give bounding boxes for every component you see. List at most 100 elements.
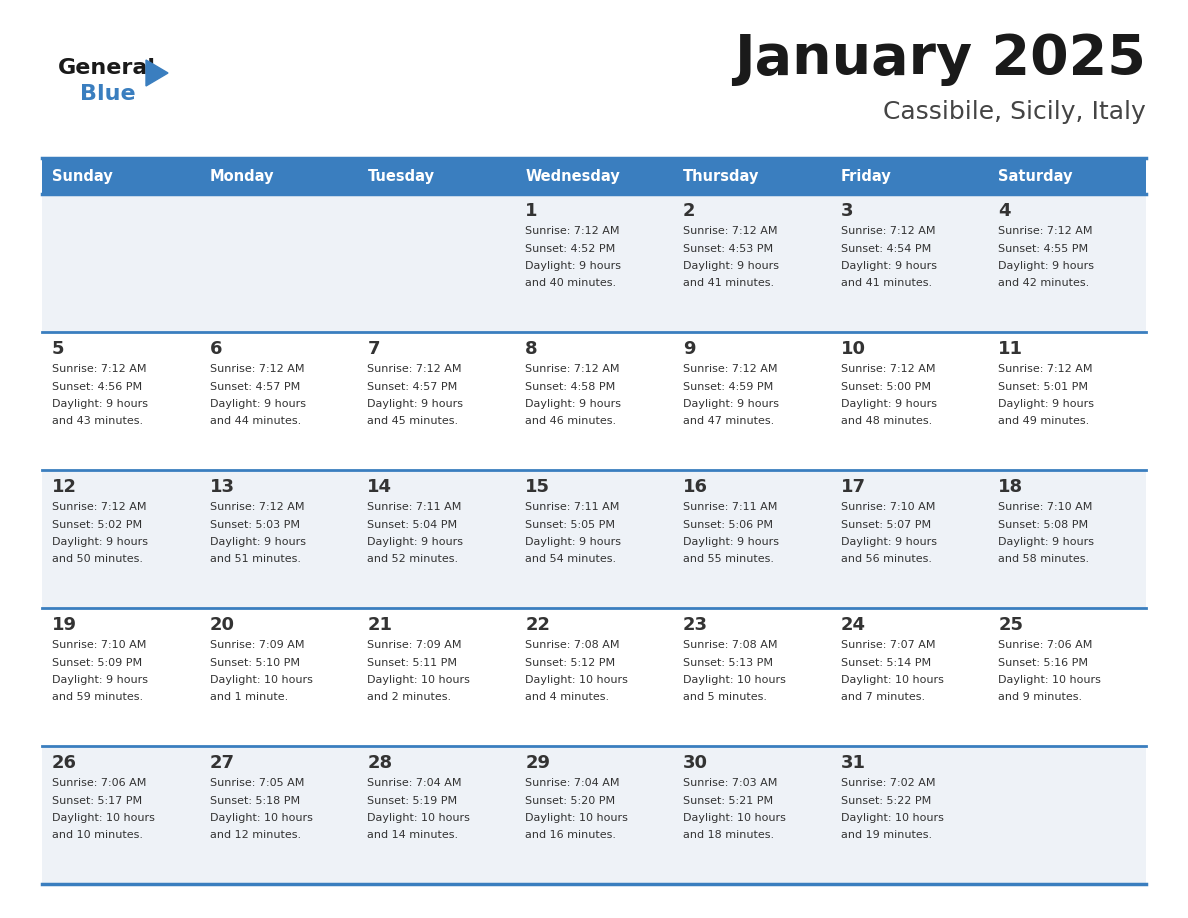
Bar: [830, 194, 988, 332]
Text: and 41 minutes.: and 41 minutes.: [683, 278, 775, 288]
Text: Daylight: 9 hours: Daylight: 9 hours: [683, 537, 779, 547]
Text: Sunrise: 7:12 AM: Sunrise: 7:12 AM: [998, 226, 1093, 236]
Text: Daylight: 9 hours: Daylight: 9 hours: [525, 399, 621, 409]
Bar: [516, 158, 672, 194]
Text: 5: 5: [52, 340, 64, 358]
Bar: [672, 746, 830, 884]
Text: 1: 1: [525, 202, 538, 220]
Text: Sunset: 5:21 PM: Sunset: 5:21 PM: [683, 796, 773, 805]
Text: Tuesday: Tuesday: [367, 169, 435, 184]
Text: 26: 26: [52, 754, 77, 772]
Text: and 18 minutes.: and 18 minutes.: [683, 831, 775, 841]
Text: Daylight: 9 hours: Daylight: 9 hours: [52, 537, 148, 547]
Bar: [200, 194, 358, 332]
Text: Sunset: 5:20 PM: Sunset: 5:20 PM: [525, 796, 615, 805]
Text: 28: 28: [367, 754, 392, 772]
Text: Sunrise: 7:12 AM: Sunrise: 7:12 AM: [683, 226, 777, 236]
Text: Daylight: 9 hours: Daylight: 9 hours: [52, 675, 148, 685]
Text: Wednesday: Wednesday: [525, 169, 620, 184]
Bar: [830, 332, 988, 470]
Text: 27: 27: [210, 754, 235, 772]
Bar: [200, 746, 358, 884]
Bar: [42, 332, 200, 470]
Text: and 58 minutes.: and 58 minutes.: [998, 554, 1089, 565]
Text: Daylight: 9 hours: Daylight: 9 hours: [367, 399, 463, 409]
Text: Blue: Blue: [80, 84, 135, 104]
Text: Sunrise: 7:12 AM: Sunrise: 7:12 AM: [841, 364, 935, 374]
Text: Sunset: 5:16 PM: Sunset: 5:16 PM: [998, 657, 1088, 667]
Text: Sunday: Sunday: [52, 169, 113, 184]
Text: and 52 minutes.: and 52 minutes.: [367, 554, 459, 565]
Text: Cassibile, Sicily, Italy: Cassibile, Sicily, Italy: [883, 100, 1146, 124]
Text: Sunset: 4:59 PM: Sunset: 4:59 PM: [683, 382, 773, 391]
Text: and 1 minute.: and 1 minute.: [210, 692, 287, 702]
Text: Sunset: 5:09 PM: Sunset: 5:09 PM: [52, 657, 143, 667]
Text: and 49 minutes.: and 49 minutes.: [998, 417, 1089, 427]
Bar: [672, 608, 830, 746]
Text: and 45 minutes.: and 45 minutes.: [367, 417, 459, 427]
Text: Sunset: 5:00 PM: Sunset: 5:00 PM: [841, 382, 930, 391]
Text: and 51 minutes.: and 51 minutes.: [210, 554, 301, 565]
Text: Daylight: 10 hours: Daylight: 10 hours: [841, 813, 943, 823]
Text: Daylight: 10 hours: Daylight: 10 hours: [998, 675, 1101, 685]
Text: and 19 minutes.: and 19 minutes.: [841, 831, 931, 841]
Text: and 12 minutes.: and 12 minutes.: [210, 831, 301, 841]
Text: and 5 minutes.: and 5 minutes.: [683, 692, 767, 702]
Text: Sunrise: 7:11 AM: Sunrise: 7:11 AM: [525, 502, 619, 512]
Text: Sunset: 5:22 PM: Sunset: 5:22 PM: [841, 796, 931, 805]
Text: Daylight: 10 hours: Daylight: 10 hours: [52, 813, 154, 823]
Text: Sunrise: 7:12 AM: Sunrise: 7:12 AM: [683, 364, 777, 374]
Text: 7: 7: [367, 340, 380, 358]
Text: Sunset: 5:03 PM: Sunset: 5:03 PM: [210, 520, 299, 530]
Bar: [42, 470, 200, 608]
Text: Daylight: 9 hours: Daylight: 9 hours: [841, 399, 936, 409]
Bar: [42, 158, 200, 194]
Text: 30: 30: [683, 754, 708, 772]
Text: Thursday: Thursday: [683, 169, 759, 184]
Bar: [358, 194, 516, 332]
Text: 17: 17: [841, 478, 866, 496]
Text: Daylight: 9 hours: Daylight: 9 hours: [998, 399, 1094, 409]
Text: Sunrise: 7:12 AM: Sunrise: 7:12 AM: [52, 364, 146, 374]
Text: Sunset: 5:11 PM: Sunset: 5:11 PM: [367, 657, 457, 667]
Text: January 2025: January 2025: [734, 32, 1146, 86]
Text: Daylight: 9 hours: Daylight: 9 hours: [683, 261, 779, 271]
Text: Sunrise: 7:08 AM: Sunrise: 7:08 AM: [525, 640, 620, 650]
Text: Sunset: 4:57 PM: Sunset: 4:57 PM: [210, 382, 299, 391]
Text: Daylight: 10 hours: Daylight: 10 hours: [841, 675, 943, 685]
Text: Sunrise: 7:12 AM: Sunrise: 7:12 AM: [210, 502, 304, 512]
Polygon shape: [146, 60, 168, 86]
Text: 22: 22: [525, 616, 550, 634]
Text: Sunset: 5:17 PM: Sunset: 5:17 PM: [52, 796, 143, 805]
Text: Sunset: 5:02 PM: Sunset: 5:02 PM: [52, 520, 143, 530]
Text: Sunrise: 7:02 AM: Sunrise: 7:02 AM: [841, 778, 935, 788]
Bar: [672, 158, 830, 194]
Text: Sunrise: 7:11 AM: Sunrise: 7:11 AM: [683, 502, 777, 512]
Text: 13: 13: [210, 478, 235, 496]
Bar: [988, 158, 1146, 194]
Text: 24: 24: [841, 616, 866, 634]
Text: Sunrise: 7:12 AM: Sunrise: 7:12 AM: [210, 364, 304, 374]
Bar: [358, 470, 516, 608]
Bar: [358, 158, 516, 194]
Bar: [830, 470, 988, 608]
Bar: [42, 608, 200, 746]
Bar: [42, 746, 200, 884]
Text: and 2 minutes.: and 2 minutes.: [367, 692, 451, 702]
Bar: [672, 332, 830, 470]
Text: Daylight: 9 hours: Daylight: 9 hours: [52, 399, 148, 409]
Text: 29: 29: [525, 754, 550, 772]
Text: Sunset: 4:54 PM: Sunset: 4:54 PM: [841, 243, 931, 253]
Text: Sunrise: 7:03 AM: Sunrise: 7:03 AM: [683, 778, 777, 788]
Text: and 54 minutes.: and 54 minutes.: [525, 554, 617, 565]
Text: Sunset: 5:05 PM: Sunset: 5:05 PM: [525, 520, 615, 530]
Text: 16: 16: [683, 478, 708, 496]
Text: Sunset: 4:55 PM: Sunset: 4:55 PM: [998, 243, 1088, 253]
Text: and 56 minutes.: and 56 minutes.: [841, 554, 931, 565]
Bar: [516, 332, 672, 470]
Text: 8: 8: [525, 340, 538, 358]
Text: Sunrise: 7:12 AM: Sunrise: 7:12 AM: [52, 502, 146, 512]
Text: Daylight: 10 hours: Daylight: 10 hours: [525, 675, 628, 685]
Text: Daylight: 9 hours: Daylight: 9 hours: [841, 261, 936, 271]
Text: and 55 minutes.: and 55 minutes.: [683, 554, 773, 565]
